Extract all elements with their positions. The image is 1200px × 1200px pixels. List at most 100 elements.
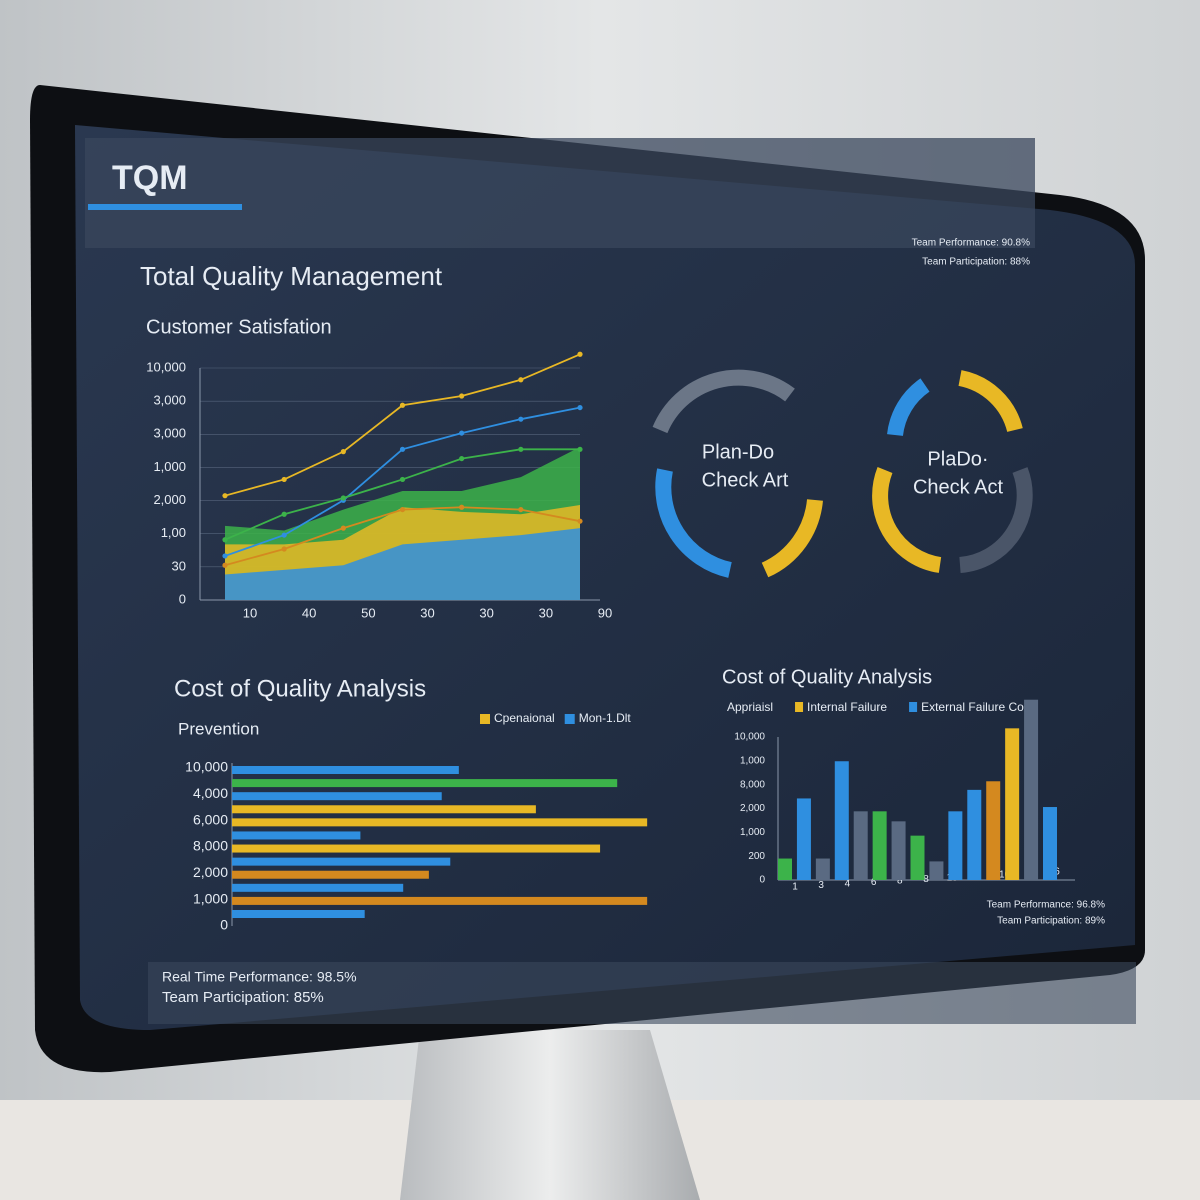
- footer-stat: Team Participation: 89%: [997, 916, 1105, 927]
- point: [459, 504, 465, 510]
- bar: [232, 870, 429, 879]
- bar: [1005, 728, 1020, 880]
- point: [399, 506, 406, 513]
- y-tick-label: 1,000: [740, 755, 765, 766]
- point: [222, 537, 228, 543]
- x-tick-label: 8: [897, 876, 903, 887]
- bar: [1043, 807, 1057, 880]
- pdca-label: PlaDo·: [927, 448, 988, 470]
- pdca-label: Check Act: [913, 476, 1003, 498]
- y-tick-label: 4,000: [193, 785, 228, 801]
- point: [518, 416, 524, 422]
- x-tick-label: 4: [845, 879, 851, 890]
- y-tick-label: 10,000: [185, 759, 228, 775]
- point: [518, 446, 524, 452]
- pdca-label: Plan-Do: [702, 441, 774, 463]
- point: [281, 476, 287, 483]
- y-tick-label: 6,000: [193, 811, 228, 827]
- y-tick-label: 10,000: [734, 732, 765, 743]
- header-title: TQM: [112, 159, 188, 197]
- chart-title: Cost of Quality Analysis: [722, 666, 932, 688]
- point: [459, 393, 465, 399]
- header-stat: Team Performance: 90.8%: [912, 238, 1030, 249]
- point: [281, 532, 287, 538]
- y-tick-label: 0: [220, 917, 228, 933]
- bar: [232, 883, 404, 892]
- y-tick-label: 200: [748, 851, 765, 862]
- point: [459, 455, 465, 462]
- y-tick-label: 2,000: [740, 803, 765, 814]
- x-tick-label: 8: [923, 874, 929, 885]
- point: [577, 446, 583, 452]
- point: [459, 430, 465, 436]
- cycle-arc: [887, 378, 930, 437]
- header-underline: [88, 204, 242, 210]
- bar: [232, 831, 361, 840]
- bar: [232, 844, 601, 853]
- y-tick-label: 1,000: [153, 459, 186, 474]
- legend-label: Internal Failure: [807, 700, 887, 714]
- cycle-arc: [761, 499, 823, 578]
- bar: [778, 858, 792, 880]
- x-tick-label: 90: [598, 605, 612, 620]
- chart-title: Customer Satisfation: [146, 316, 332, 338]
- x-tick-label: 30: [420, 605, 434, 620]
- monitor-stand: [400, 1030, 700, 1200]
- bar: [232, 779, 618, 788]
- y-tick-label: 1,000: [740, 827, 765, 838]
- legend-label: External Failure Cost: [921, 700, 1034, 714]
- bar: [986, 781, 1001, 880]
- bar: [232, 792, 442, 801]
- x-tick-label: 6: [1054, 867, 1060, 878]
- y-tick-label: 10,000: [146, 359, 186, 374]
- y-tick-label: 3,000: [153, 426, 186, 441]
- point: [340, 495, 346, 501]
- point: [399, 476, 406, 483]
- x-tick-label: 1: [792, 882, 798, 893]
- legend-swatch: [795, 702, 804, 712]
- x-tick-label: 50: [361, 605, 375, 620]
- bar: [967, 789, 982, 880]
- legend-swatch: [564, 714, 575, 724]
- bar: [1024, 699, 1039, 880]
- legend-label: Appriaisl: [727, 700, 773, 714]
- x-tick-label: 30: [479, 605, 493, 620]
- y-tick-label: 2,000: [153, 492, 186, 507]
- point: [340, 525, 346, 531]
- header-stat: Team Participation: 88%: [922, 257, 1030, 268]
- x-tick-label: 6: [871, 877, 877, 888]
- x-tick-label: 40: [302, 605, 316, 620]
- screen: [75, 125, 1135, 1030]
- point: [577, 518, 583, 524]
- bar: [910, 835, 925, 880]
- point: [222, 562, 228, 568]
- footer-bar: [148, 962, 1136, 1024]
- point: [281, 546, 287, 552]
- bar: [232, 910, 365, 918]
- footer-stat: Real Time Performance: 98.5%: [162, 969, 357, 985]
- y-tick-label: 2,000: [193, 864, 228, 880]
- y-tick-label: 8,000: [193, 838, 228, 854]
- legend-swatch: [909, 702, 918, 712]
- bar: [853, 811, 868, 880]
- x-tick-label: 3: [818, 880, 824, 891]
- bar: [891, 821, 906, 880]
- point: [399, 446, 406, 452]
- bar: [948, 811, 963, 880]
- bar: [232, 857, 451, 866]
- point: [518, 506, 524, 513]
- bar: [929, 861, 944, 880]
- bar: [872, 811, 887, 880]
- header-bar: [85, 138, 1035, 248]
- legend-swatch: [480, 714, 490, 724]
- bar: [232, 766, 459, 774]
- cycle-arc: [958, 370, 1023, 433]
- main-title: Total Quality Management: [140, 261, 443, 291]
- point: [577, 351, 583, 357]
- cycle-arc: [655, 468, 732, 578]
- point: [281, 511, 287, 517]
- legend-label: Cpenaional: [494, 711, 555, 725]
- bar: [796, 798, 811, 880]
